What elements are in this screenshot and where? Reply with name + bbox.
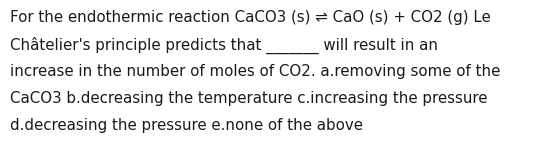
Text: For the endothermic reaction CaCO3 (s) ⇌ CaO (s) + CO2 (g) Le: For the endothermic reaction CaCO3 (s) ⇌… xyxy=(10,10,491,25)
Text: d.decreasing the pressure e.none of the above: d.decreasing the pressure e.none of the … xyxy=(10,118,363,133)
Text: Châtelier's principle predicts that _______ will result in an: Châtelier's principle predicts that ____… xyxy=(10,37,438,54)
Text: CaCO3 b.decreasing the temperature c.increasing the pressure: CaCO3 b.decreasing the temperature c.inc… xyxy=(10,91,488,106)
Text: increase in the number of moles of CO2. a.removing some of the: increase in the number of moles of CO2. … xyxy=(10,64,501,79)
